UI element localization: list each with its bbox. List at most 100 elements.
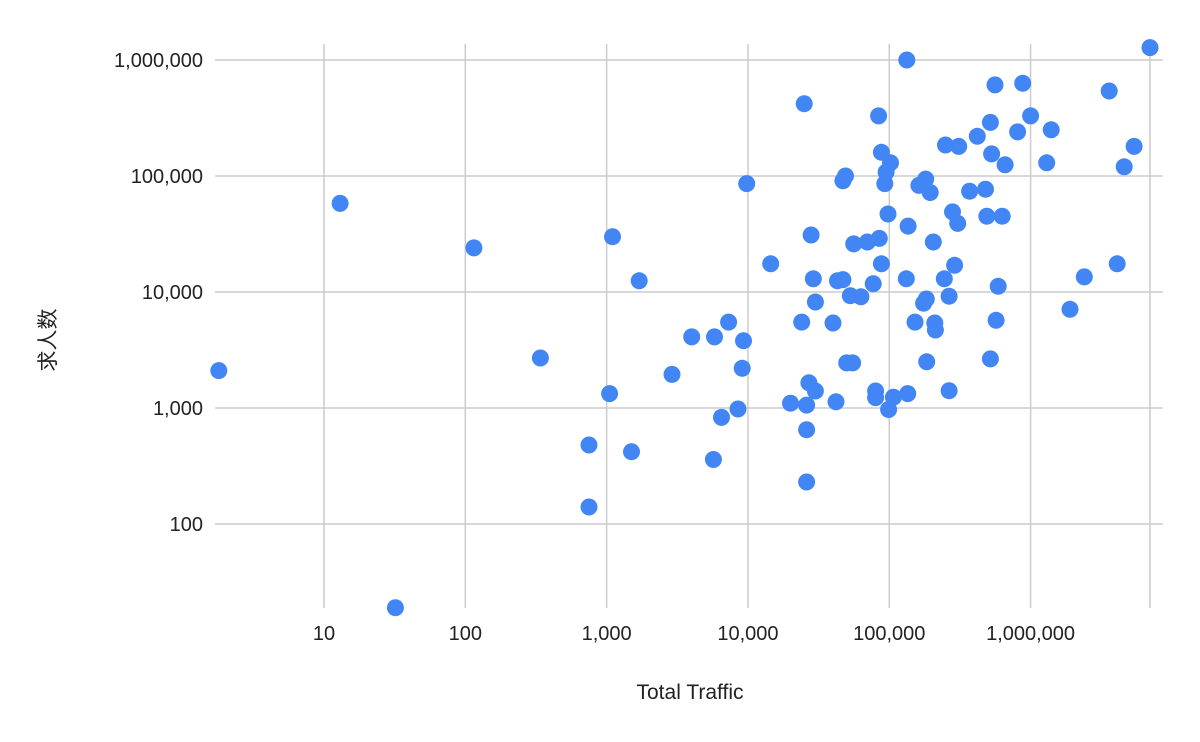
data-point bbox=[926, 321, 944, 339]
y-tick-label: 100 bbox=[170, 514, 203, 536]
x-tick-labels: 10 100 1,000 10,000 100,000 1,000,000 bbox=[313, 623, 1075, 645]
data-point bbox=[917, 290, 935, 308]
x-tick-label: 1,000 bbox=[582, 623, 632, 645]
data-point bbox=[663, 365, 681, 383]
data-point bbox=[623, 443, 640, 461]
data-point bbox=[897, 270, 915, 288]
data-point bbox=[729, 400, 747, 418]
data-point bbox=[996, 156, 1014, 174]
data-point bbox=[940, 382, 958, 400]
data-point bbox=[906, 313, 924, 331]
data-point bbox=[798, 473, 816, 491]
data-point bbox=[331, 194, 349, 212]
data-point bbox=[879, 205, 897, 223]
data-point bbox=[935, 270, 953, 288]
data-point bbox=[949, 214, 967, 232]
data-point bbox=[924, 233, 942, 251]
data-point bbox=[738, 175, 756, 193]
data-point bbox=[946, 256, 964, 274]
data-point bbox=[981, 350, 999, 368]
data-point bbox=[531, 349, 549, 367]
data-point bbox=[798, 396, 816, 414]
data-point bbox=[1100, 82, 1118, 100]
data-point bbox=[870, 229, 888, 247]
y-tick-labels: 100 1,000 10,000 100,000 1,000,000 bbox=[114, 50, 203, 536]
data-point bbox=[630, 272, 648, 290]
data-point bbox=[983, 145, 1001, 163]
data-point bbox=[950, 137, 968, 155]
data-point bbox=[795, 95, 813, 113]
data-point bbox=[804, 270, 822, 288]
data-point bbox=[917, 170, 935, 188]
x-gridlines bbox=[323, 44, 1151, 608]
data-point bbox=[580, 498, 598, 516]
data-point bbox=[720, 313, 738, 331]
data-point bbox=[844, 354, 862, 372]
data-point bbox=[601, 385, 619, 403]
y-tick-label: 10,000 bbox=[142, 282, 203, 304]
data-point bbox=[899, 217, 917, 235]
data-point bbox=[993, 207, 1011, 225]
data-point bbox=[978, 207, 996, 225]
data-point bbox=[1141, 39, 1159, 57]
y-tick-label: 1,000 bbox=[153, 398, 203, 420]
data-point bbox=[1022, 107, 1040, 125]
y-tick-label: 100,000 bbox=[131, 166, 203, 188]
y-tick-label: 1,000,000 bbox=[114, 50, 203, 72]
data-point bbox=[210, 362, 228, 380]
x-tick-label: 100,000 bbox=[853, 623, 925, 645]
data-point bbox=[1125, 137, 1143, 155]
data-point bbox=[713, 408, 730, 426]
data-points bbox=[210, 39, 1159, 617]
data-point bbox=[1108, 255, 1126, 273]
data-point bbox=[864, 275, 882, 293]
y-axis-title: 求人数 bbox=[37, 309, 60, 372]
data-point bbox=[1115, 158, 1133, 176]
x-tick-label: 1,000,000 bbox=[986, 623, 1075, 645]
data-point bbox=[989, 277, 1007, 295]
data-point bbox=[961, 182, 979, 200]
data-point bbox=[867, 389, 885, 407]
data-point bbox=[704, 451, 722, 468]
data-point bbox=[898, 51, 916, 69]
x-axis-title: Total Traffic bbox=[637, 681, 744, 704]
data-point bbox=[921, 184, 939, 201]
data-point bbox=[899, 385, 917, 403]
data-point bbox=[782, 394, 799, 412]
data-point bbox=[852, 288, 870, 306]
data-point bbox=[706, 328, 723, 346]
data-point bbox=[465, 239, 483, 257]
data-point bbox=[977, 180, 994, 198]
data-point bbox=[1009, 123, 1027, 141]
data-point bbox=[870, 107, 888, 125]
y-gridlines bbox=[215, 59, 1163, 525]
data-point bbox=[1075, 268, 1093, 286]
data-point bbox=[806, 293, 824, 311]
data-point bbox=[580, 436, 598, 454]
data-point bbox=[940, 287, 958, 305]
data-point bbox=[968, 127, 986, 145]
data-point bbox=[824, 314, 842, 332]
x-tick-label: 100 bbox=[449, 623, 482, 645]
data-point bbox=[683, 328, 701, 346]
data-point bbox=[733, 359, 751, 377]
data-point bbox=[802, 226, 820, 244]
data-point bbox=[837, 167, 854, 185]
data-point bbox=[604, 228, 621, 246]
data-point bbox=[1014, 74, 1032, 92]
data-point bbox=[834, 271, 852, 289]
x-tick-label: 10,000 bbox=[717, 623, 778, 645]
data-point bbox=[937, 136, 954, 154]
data-point bbox=[1061, 300, 1079, 318]
data-point bbox=[981, 113, 999, 131]
data-point bbox=[1038, 154, 1056, 172]
data-point bbox=[806, 382, 824, 400]
data-point bbox=[827, 393, 845, 411]
x-tick-label: 10 bbox=[313, 623, 335, 645]
data-point bbox=[987, 311, 1005, 329]
data-point bbox=[762, 255, 780, 273]
data-point bbox=[1042, 121, 1060, 139]
data-point bbox=[793, 313, 811, 331]
